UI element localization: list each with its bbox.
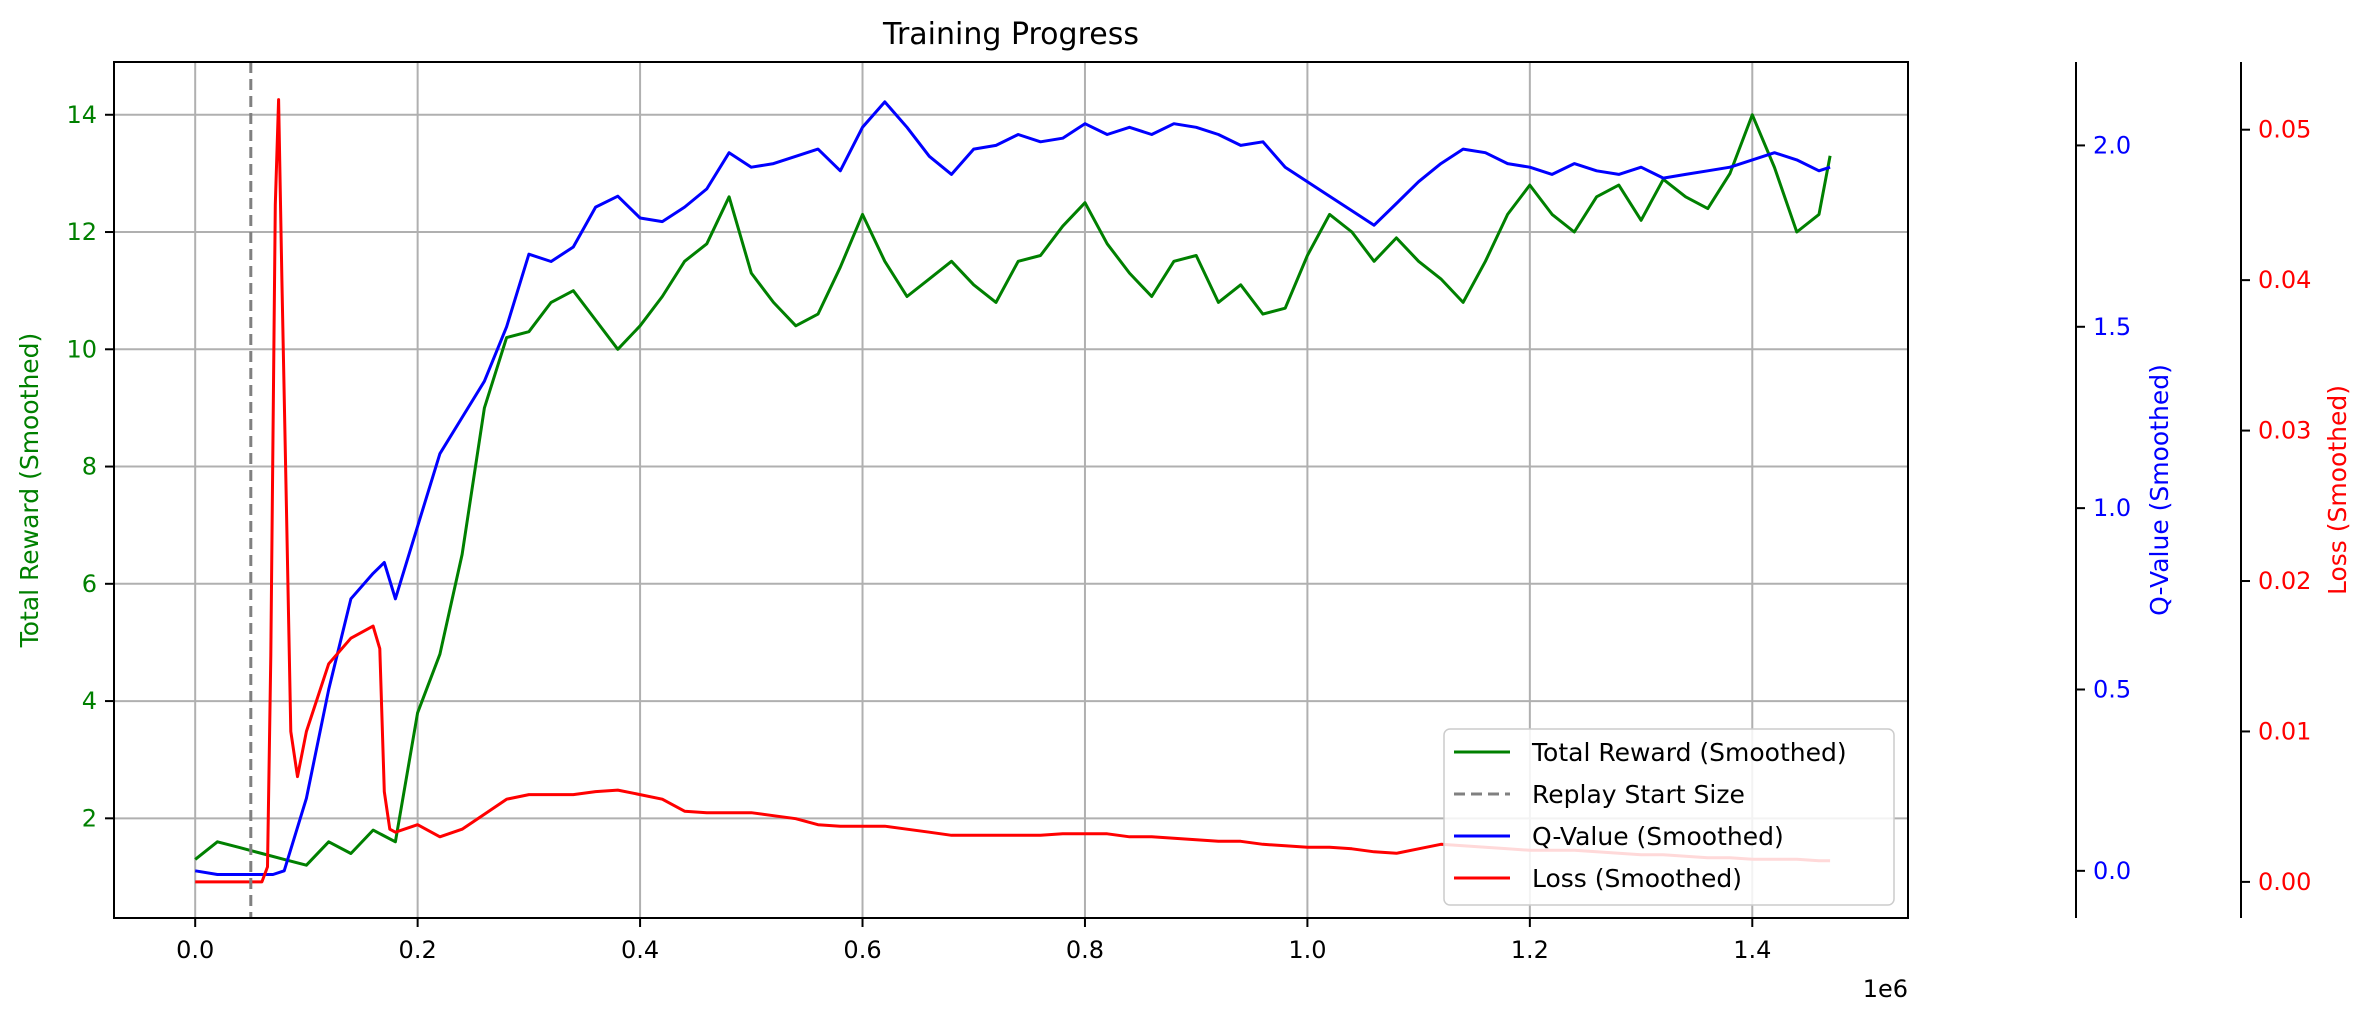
loss-axis-tick-label: 0.01	[2258, 717, 2311, 745]
x-tick-label: 0.8	[1066, 936, 1104, 964]
x-tick-label: 0.6	[843, 936, 881, 964]
left-tick-label: 4	[82, 687, 97, 715]
left-tick-label: 12	[66, 218, 97, 246]
loss-axis-tick-label: 0.03	[2258, 417, 2311, 445]
total-reward-line	[194, 113, 1832, 867]
legend-label-total-reward: Total Reward (Smoothed)	[1531, 738, 1847, 767]
x-axis: 0.0 0.2 0.4 0.6 0.8 1.0 1.2 1.4	[176, 918, 1771, 964]
loss-axis-tick-label: 0.05	[2258, 116, 2311, 144]
x-tick-label: 1.4	[1733, 936, 1771, 964]
loss-axis-tick-label: 0.04	[2258, 266, 2311, 294]
loss-axis-tick-label: 0.00	[2258, 868, 2311, 896]
q-value-axis-tick-label: 0.0	[2093, 857, 2131, 885]
legend-label-loss: Loss (Smoothed)	[1532, 864, 1742, 893]
legend-label-replay-start: Replay Start Size	[1532, 780, 1745, 809]
left-tick-label: 14	[66, 101, 97, 129]
loss-axis-tick-label: 0.02	[2258, 567, 2311, 595]
chart-title: Training Progress	[882, 17, 1139, 52]
left-tick-label: 8	[82, 453, 97, 481]
loss-axis-label: Loss (Smoothed)	[2323, 385, 2352, 595]
left-axis: 2 4 6 8 10 12 14	[66, 101, 114, 832]
left-tick-label: 10	[66, 335, 97, 363]
loss-axis: 0.00 0.01 0.02 0.03 0.04 0.05	[2240, 62, 2311, 918]
q-value-axis-label: Q-Value (Smoothed)	[2145, 364, 2174, 616]
q-value-axis-tick-label: 2.0	[2093, 131, 2131, 159]
legend: Total Reward (Smoothed) Replay Start Siz…	[1443, 728, 1895, 906]
x-tick-label: 1.0	[1288, 936, 1326, 964]
x-offset-label: 1e6	[1863, 975, 1908, 1003]
plot-frame	[113, 61, 1909, 919]
x-tick-label: 1.2	[1511, 936, 1549, 964]
grid	[114, 62, 1908, 918]
x-tick-label: 0.4	[621, 936, 659, 964]
left-axis-label: Total Reward (Smoothed)	[15, 333, 44, 649]
x-tick-label: 0.2	[399, 936, 437, 964]
q-value-axis-tick-label: 1.0	[2093, 494, 2131, 522]
q-value-axis-tick-label: 0.5	[2093, 675, 2131, 703]
left-tick-label: 6	[82, 570, 97, 598]
left-tick-label: 2	[82, 804, 97, 832]
q-value-axis: 0.0 0.5 1.0 1.5 2.0	[2075, 62, 2131, 918]
x-tick-label: 0.0	[176, 936, 214, 964]
legend-label-q-value: Q-Value (Smoothed)	[1532, 822, 1784, 851]
q-value-line	[194, 100, 1831, 876]
legend-box	[1443, 728, 1895, 906]
q-value-axis-tick-label: 1.5	[2093, 313, 2131, 341]
